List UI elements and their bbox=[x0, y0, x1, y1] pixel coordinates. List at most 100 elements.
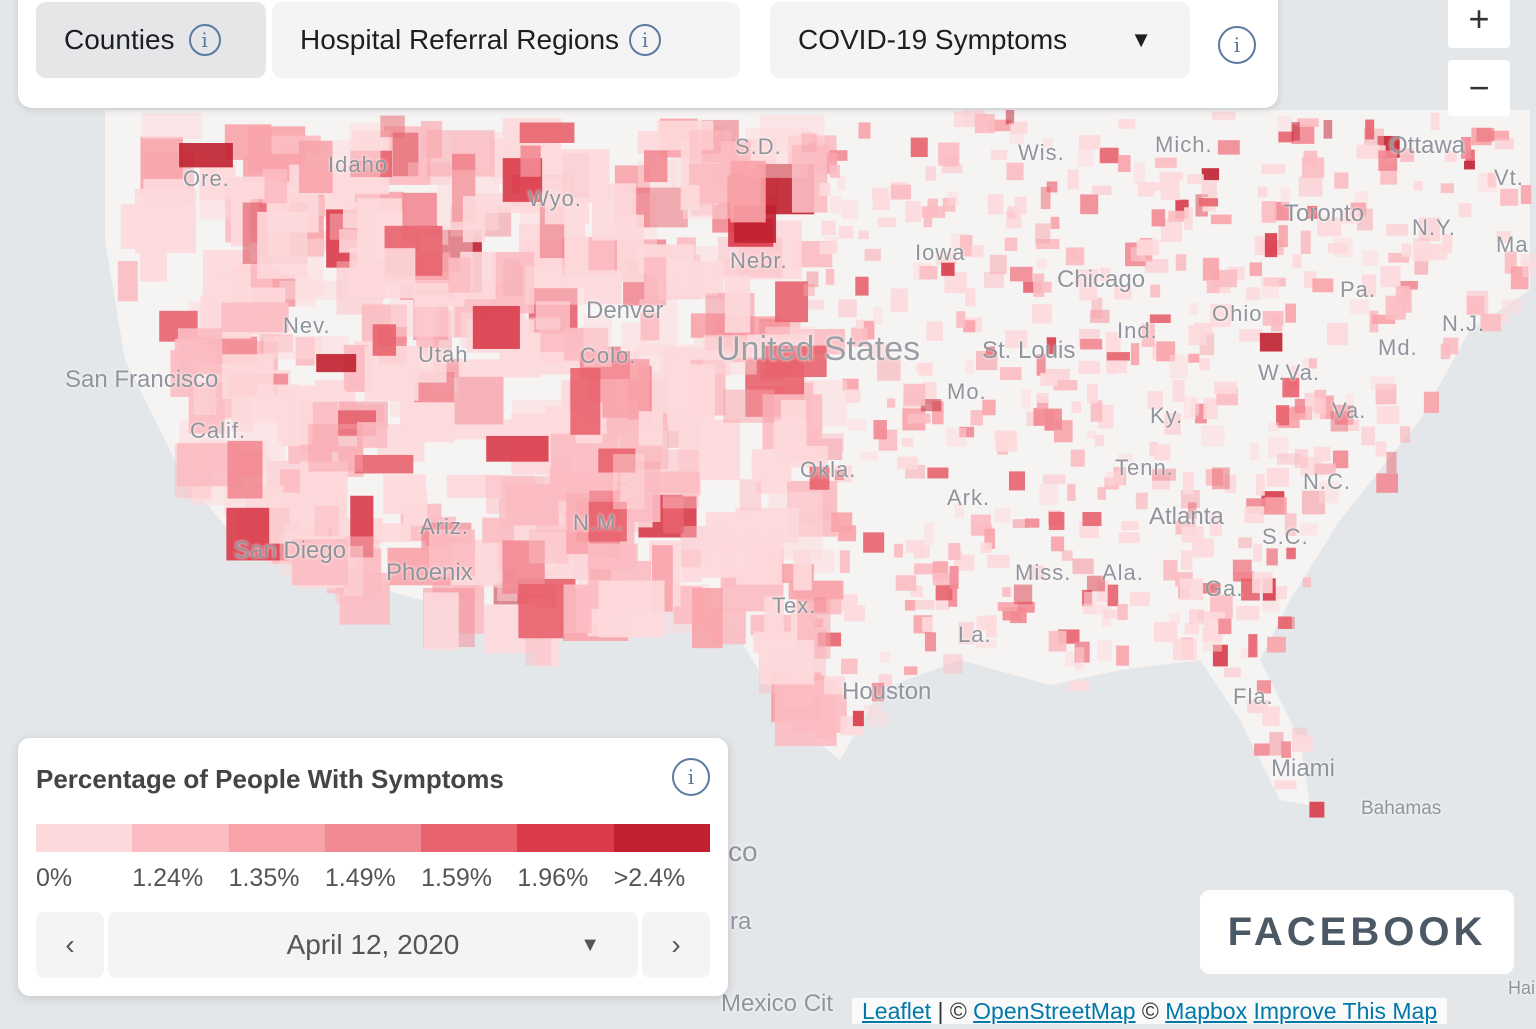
info-icon[interactable]: i bbox=[188, 24, 221, 56]
county-cell[interactable] bbox=[801, 133, 817, 153]
county-cell[interactable] bbox=[1172, 638, 1197, 661]
county-cell[interactable] bbox=[1086, 430, 1096, 439]
county-cell[interactable] bbox=[922, 381, 937, 404]
county-cell[interactable] bbox=[1094, 434, 1105, 447]
county-cell[interactable] bbox=[1117, 453, 1133, 463]
prev-date-button[interactable]: ‹ bbox=[36, 912, 104, 978]
county-cell[interactable] bbox=[1267, 636, 1286, 653]
county-cell[interactable] bbox=[989, 254, 1007, 274]
county-cell[interactable] bbox=[662, 449, 699, 509]
county-cell[interactable] bbox=[544, 201, 589, 225]
county-cell[interactable] bbox=[1418, 217, 1441, 241]
county-cell[interactable] bbox=[423, 592, 459, 650]
county-cell[interactable] bbox=[1192, 538, 1214, 558]
county-cell[interactable] bbox=[913, 548, 926, 559]
leaflet-link[interactable]: Leaflet bbox=[862, 998, 932, 1024]
county-cell[interactable] bbox=[257, 211, 308, 279]
county-cell[interactable] bbox=[1014, 196, 1027, 215]
county-cell[interactable] bbox=[1248, 634, 1258, 658]
county-cell[interactable] bbox=[1286, 547, 1296, 560]
county-cell[interactable] bbox=[1284, 513, 1297, 536]
county-cell[interactable] bbox=[975, 351, 998, 371]
county-cell[interactable] bbox=[809, 466, 830, 490]
county-cell[interactable] bbox=[823, 676, 846, 695]
county-cell[interactable] bbox=[1072, 558, 1094, 575]
county-cell[interactable] bbox=[1048, 630, 1067, 652]
county-cell[interactable] bbox=[1149, 441, 1159, 456]
county-cell[interactable] bbox=[1017, 601, 1035, 613]
county-cell[interactable] bbox=[1292, 253, 1302, 269]
county-cell[interactable] bbox=[1168, 210, 1185, 222]
county-cell[interactable] bbox=[1264, 233, 1278, 258]
county-cell[interactable] bbox=[935, 584, 953, 601]
county-cell[interactable] bbox=[1043, 474, 1066, 485]
county-cell[interactable] bbox=[263, 336, 323, 360]
county-cell[interactable] bbox=[826, 152, 838, 174]
county-cell[interactable] bbox=[436, 169, 499, 231]
county-cell[interactable] bbox=[922, 617, 933, 632]
county-cell[interactable] bbox=[1252, 543, 1262, 562]
county-cell[interactable] bbox=[808, 299, 824, 310]
county-cell[interactable] bbox=[485, 475, 535, 514]
county-cell[interactable] bbox=[1046, 337, 1057, 355]
county-cell[interactable] bbox=[1305, 397, 1326, 420]
county-cell[interactable] bbox=[1209, 513, 1222, 536]
county-cell[interactable] bbox=[1007, 206, 1018, 219]
county-cell[interactable] bbox=[343, 545, 364, 597]
county-cell[interactable] bbox=[1097, 487, 1106, 500]
county-cell[interactable] bbox=[948, 543, 961, 561]
county-cell[interactable] bbox=[1370, 376, 1395, 390]
county-cell[interactable] bbox=[1181, 526, 1204, 543]
county-cell[interactable] bbox=[1202, 257, 1220, 281]
county-cell[interactable] bbox=[924, 522, 934, 546]
mapbox-link[interactable]: Mapbox bbox=[1165, 998, 1248, 1024]
county-cell[interactable] bbox=[829, 150, 848, 161]
county-cell[interactable] bbox=[723, 389, 775, 423]
county-cell[interactable] bbox=[262, 169, 288, 204]
county-cell[interactable] bbox=[638, 411, 663, 446]
county-cell[interactable] bbox=[975, 639, 997, 649]
county-cell[interactable] bbox=[965, 288, 976, 307]
county-cell[interactable] bbox=[890, 184, 911, 200]
date-select[interactable]: April 12, 2020 ▼ bbox=[108, 912, 638, 978]
county-cell[interactable] bbox=[1296, 118, 1319, 127]
county-cell[interactable] bbox=[1261, 201, 1277, 223]
county-cell[interactable] bbox=[640, 312, 660, 341]
county-cell[interactable] bbox=[1356, 208, 1373, 231]
county-cell[interactable] bbox=[1160, 219, 1183, 242]
county-cell[interactable] bbox=[1199, 358, 1210, 371]
county-cell[interactable] bbox=[855, 276, 869, 296]
county-cell[interactable] bbox=[1090, 400, 1103, 422]
county-cell[interactable] bbox=[806, 271, 819, 288]
county-cell[interactable] bbox=[1522, 259, 1536, 277]
county-cell[interactable] bbox=[841, 199, 858, 220]
county-cell[interactable] bbox=[838, 225, 854, 239]
county-cell[interactable] bbox=[914, 563, 937, 575]
county-cell[interactable] bbox=[1291, 121, 1300, 141]
county-cell[interactable] bbox=[976, 616, 994, 631]
county-cell[interactable] bbox=[893, 543, 904, 558]
county-cell[interactable] bbox=[1154, 157, 1177, 168]
county-cell[interactable] bbox=[564, 236, 589, 288]
county-cell[interactable] bbox=[520, 145, 541, 177]
county-cell[interactable] bbox=[971, 524, 993, 536]
county-cell[interactable] bbox=[1440, 183, 1454, 194]
county-cell[interactable] bbox=[983, 271, 1004, 288]
county-cell[interactable] bbox=[1206, 279, 1220, 294]
county-cell[interactable] bbox=[829, 195, 842, 214]
county-cell[interactable] bbox=[1079, 283, 1098, 301]
county-cell[interactable] bbox=[426, 130, 495, 177]
county-cell[interactable] bbox=[1273, 201, 1290, 221]
county-cell[interactable] bbox=[946, 427, 967, 447]
county-cell[interactable] bbox=[1312, 278, 1334, 293]
county-cell[interactable] bbox=[1269, 732, 1284, 756]
county-cell[interactable] bbox=[1118, 532, 1140, 544]
county-cell[interactable] bbox=[1458, 203, 1472, 218]
county-cell[interactable] bbox=[1300, 230, 1311, 255]
county-cell[interactable] bbox=[298, 140, 333, 194]
county-cell[interactable] bbox=[1218, 618, 1232, 635]
county-cell[interactable] bbox=[871, 682, 884, 702]
county-cell[interactable] bbox=[1294, 398, 1305, 414]
county-cell[interactable] bbox=[901, 438, 914, 447]
